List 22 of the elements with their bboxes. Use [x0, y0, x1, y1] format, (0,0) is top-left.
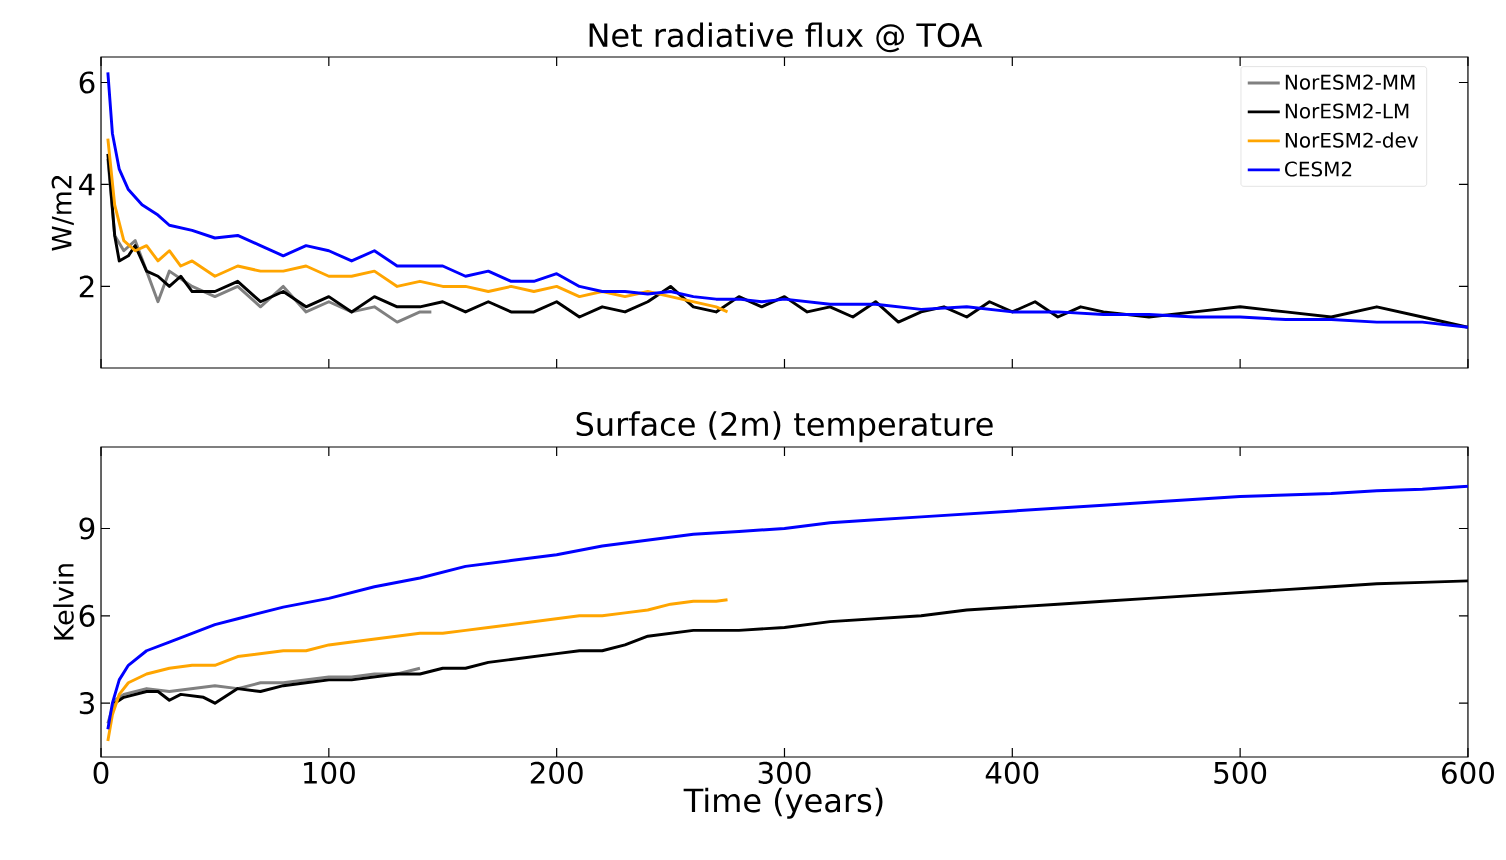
x-axis-title: Time (years) [683, 787, 883, 819]
y-tick-label: 3 [79, 692, 94, 715]
legend-label: NorESM2-LM [1285, 103, 1409, 119]
chart-title: Surface (2m) temperature [576, 411, 993, 443]
legend-label: CESM2 [1285, 161, 1352, 177]
y-tick-label: 6 [79, 604, 95, 627]
y-tick-label: 9 [79, 517, 95, 540]
x-tick-label: 500 [1214, 761, 1267, 784]
y-tick-label: 2 [79, 275, 94, 298]
chart-title: Net radiative flux @ TOA [589, 22, 983, 53]
y-axis-title: W/m2 [51, 176, 74, 251]
x-tick-label: 300 [758, 761, 811, 784]
y-axis-title: Kelvin [53, 564, 74, 640]
legend-label: NorESM2-dev [1285, 132, 1419, 148]
x-tick-label: 100 [304, 761, 355, 784]
y-tick-label: 4 [79, 173, 95, 196]
x-tick-label: 0 [93, 761, 109, 784]
y-tick-label: 6 [79, 71, 95, 94]
x-tick-label: 200 [530, 761, 583, 784]
legend-label: NorESM2-MM [1285, 74, 1415, 90]
x-tick-label: 600 [1442, 761, 1494, 784]
x-tick-label: 400 [985, 761, 1039, 784]
